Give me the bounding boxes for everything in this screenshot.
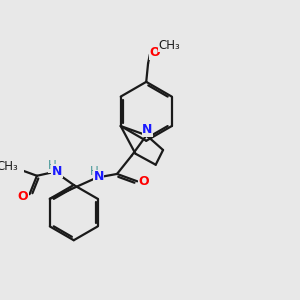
Text: O: O	[138, 175, 149, 188]
Text: CH₃: CH₃	[158, 38, 180, 52]
Text: CH₃: CH₃	[0, 160, 18, 173]
Text: O: O	[149, 46, 160, 59]
Text: N: N	[142, 123, 153, 136]
Text: N: N	[52, 165, 62, 178]
Text: H: H	[48, 159, 57, 172]
Text: H: H	[90, 165, 98, 178]
Text: O: O	[18, 190, 28, 203]
Text: N: N	[93, 170, 104, 183]
